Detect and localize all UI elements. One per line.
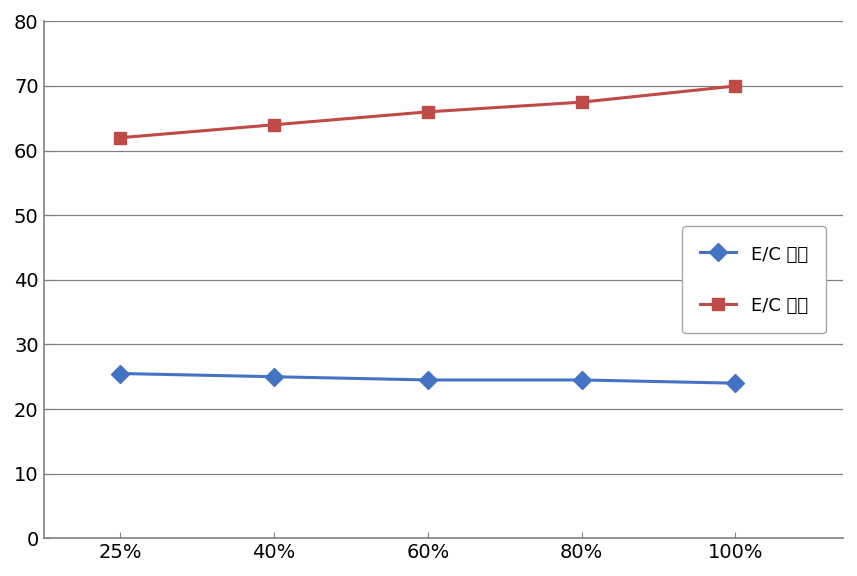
E/C 출구 [115,134,125,141]
E/C 출구 [269,122,279,128]
Line: E/C 입구: E/C 입구 [114,367,741,389]
E/C 입구 [115,370,125,377]
E/C 출구 [730,82,740,89]
E/C 출구 [423,108,433,115]
Line: E/C 출구: E/C 출구 [114,79,741,144]
Legend: E/C 입구, E/C 출구: E/C 입구, E/C 출구 [682,226,826,334]
E/C 입구 [577,377,587,384]
E/C 입구 [269,373,279,380]
E/C 입구 [423,377,433,384]
E/C 입구 [730,380,740,386]
E/C 출구 [577,98,587,105]
